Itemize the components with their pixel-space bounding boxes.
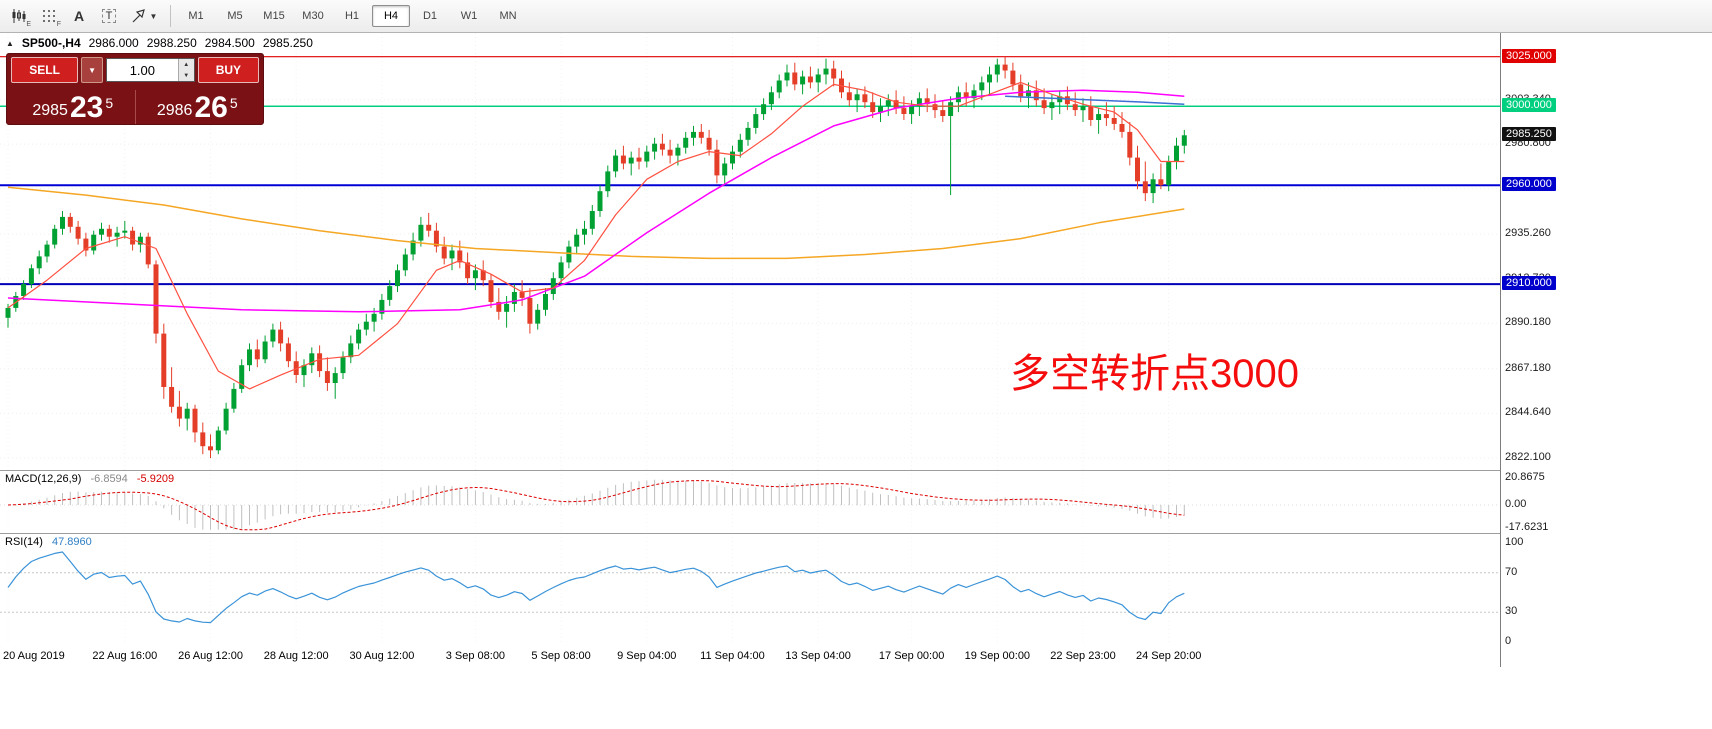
tf-button-mn[interactable]: MN: [499, 10, 517, 22]
time-axis-label: 3 Sep 08:00: [445, 650, 506, 662]
tf-button-d1[interactable]: D1: [422, 10, 438, 22]
grid-style-button[interactable]: F: [34, 2, 64, 30]
bid-pips: 23: [69, 91, 104, 124]
toolbar-separator: [170, 5, 171, 27]
tool-caret-icon: ▼: [149, 11, 158, 21]
tf-button-w1[interactable]: W1: [460, 10, 478, 22]
symbol-info: ▲ SP500-,H4 2986.000 2988.250 2984.500 2…: [6, 36, 313, 50]
macd-axis-label: -17.6231: [1505, 520, 1549, 533]
stepper-down-icon[interactable]: ▼: [178, 70, 194, 81]
icon-sub-label: F: [56, 21, 61, 28]
price-level-badge: 2960.000: [1502, 177, 1556, 192]
grid-style-icon: [43, 10, 55, 22]
macd-main-value: -6.8594: [90, 473, 128, 485]
quote-divider: [134, 90, 136, 124]
bid-point: 5: [105, 95, 114, 111]
time-axis-label: 30 Aug 12:00: [349, 650, 415, 662]
stepper-up-icon[interactable]: ▲: [178, 59, 194, 70]
macd-pane[interactable]: [0, 470, 1500, 533]
volume-stepper[interactable]: ▲ ▼: [177, 59, 194, 81]
macd-title: MACD(12,26,9): [5, 473, 82, 485]
pane-separator[interactable]: [0, 470, 1712, 471]
rsi-axis-label: 30: [1505, 605, 1518, 618]
collapse-icon[interactable]: ▲: [6, 38, 14, 48]
bar-high: 2988.250: [146, 36, 197, 50]
tf-button-h4[interactable]: H4: [372, 5, 410, 27]
time-axis-label: 11 Sep 04:00: [700, 650, 765, 662]
rsi-axis-label: 100: [1505, 536, 1524, 548]
candlestick-style-button[interactable]: E: [4, 2, 34, 30]
bar-close: 2985.250: [262, 36, 313, 50]
text-tool-button[interactable]: A: [64, 2, 94, 30]
macd-axis-label: 20.8675: [1505, 470, 1545, 483]
rsi-header: RSI(14) 47.8960: [5, 536, 92, 548]
time-axis[interactable]: 20 Aug 2019 22 Aug 16:00 26 Aug 12:00 28 Au…: [0, 645, 1500, 667]
bar-low: 2984.500: [204, 36, 255, 50]
time-axis-label: 22 Aug 16:00: [92, 650, 158, 662]
price-axis-label: 2867.180: [1505, 361, 1551, 374]
price-axis-label: 2844.640: [1505, 406, 1551, 419]
tf-button-m15[interactable]: M15: [263, 10, 285, 22]
bid-base: 2985: [32, 102, 68, 119]
time-axis-label: 22 Sep 23:00: [1050, 650, 1116, 662]
price-level-badge: 3000.000: [1502, 98, 1556, 113]
timeframe-group: M1 M5 M15 M30 H1 H4 D1 W1 MN: [177, 5, 527, 27]
icon-sub-label: E: [26, 21, 31, 28]
symbol-name: SP500-,H4: [21, 36, 81, 50]
volume-dropdown-button[interactable]: ▼: [81, 57, 103, 83]
bar-open: 2986.000: [88, 36, 139, 50]
sell-button[interactable]: SELL: [11, 57, 79, 83]
tf-button-h1[interactable]: H1: [344, 10, 360, 22]
label-tool-button[interactable]: T: [94, 2, 124, 30]
bid-price: 2985 23 5: [11, 91, 135, 124]
buy-button[interactable]: BUY: [197, 57, 260, 83]
ask-base: 2986: [156, 102, 193, 119]
macd-signal-value: -5.9209: [136, 473, 175, 485]
label-tool-icon: T: [101, 9, 117, 23]
rsi-pane[interactable]: [0, 533, 1500, 645]
tf-button-m5[interactable]: M5: [227, 10, 243, 22]
draw-tool-button[interactable]: ▼: [124, 2, 164, 30]
crosshair-tool-icon: [132, 9, 145, 23]
rsi-value: 47.8960: [51, 536, 92, 548]
toolbar: E F A T ▼ M1 M5 M15 M30 H1 H4 D1 W1 MN: [0, 0, 1712, 33]
rsi-axis-label: 0: [1505, 635, 1512, 647]
time-axis-label: 17 Sep 00:00: [878, 650, 945, 662]
price-level-badge: 3025.000: [1502, 48, 1556, 63]
price-axis-label: 2822.100: [1505, 450, 1551, 463]
price-axis-label: 2890.180: [1505, 316, 1551, 329]
text-tool-icon: A: [73, 8, 85, 24]
time-axis-label: 5 Sep 08:00: [531, 650, 591, 662]
pane-separator[interactable]: [0, 533, 1712, 534]
time-axis-label: 13 Sep 04:00: [785, 650, 851, 662]
time-axis-label: 20 Aug 2019: [3, 650, 65, 662]
price-axis[interactable]: 3003.3402980.8002935.2602912.7202890.180…: [1501, 33, 1712, 667]
volume-input[interactable]: [106, 59, 178, 81]
time-axis-label: 19 Sep 00:00: [964, 650, 1031, 662]
time-axis-label: 28 Aug 12:00: [263, 650, 329, 662]
rsi-title: RSI(14): [5, 536, 43, 548]
ask-point: 5: [229, 95, 238, 111]
tf-button-m1[interactable]: M1: [188, 10, 204, 22]
rsi-axis-label: 70: [1505, 565, 1518, 578]
chevron-down-icon: ▼: [88, 65, 96, 75]
price-level-badge: 2910.000: [1502, 276, 1556, 291]
time-axis-label: 26 Aug 12:00: [178, 650, 243, 662]
tf-button-m30[interactable]: M30: [302, 10, 324, 22]
one-click-trading-panel: SELL ▼ ▲ ▼ BUY 2985 23 5: [6, 53, 264, 125]
ask-price: 2986 26 5: [136, 91, 260, 124]
chart-window: ▲ SP500-,H4 2986.000 2988.250 2984.500 2…: [0, 33, 1712, 729]
time-axis-label: 9 Sep 04:00: [617, 650, 677, 662]
chart-annotation[interactable]: 多空转折点3000: [1010, 352, 1299, 396]
price-level-badge: 2985.250: [1502, 127, 1556, 142]
price-axis-separator: [1500, 33, 1501, 667]
time-axis-label: 24 Sep 20:00: [1135, 650, 1202, 662]
ask-pips: 26: [194, 91, 228, 124]
price-axis-label: 2935.260: [1505, 227, 1551, 240]
macd-header: MACD(12,26,9) -6.8594 -5.9209: [5, 473, 174, 485]
macd-axis-label: 0.00: [1505, 498, 1527, 510]
candlestick-style-icon: [12, 9, 26, 23]
